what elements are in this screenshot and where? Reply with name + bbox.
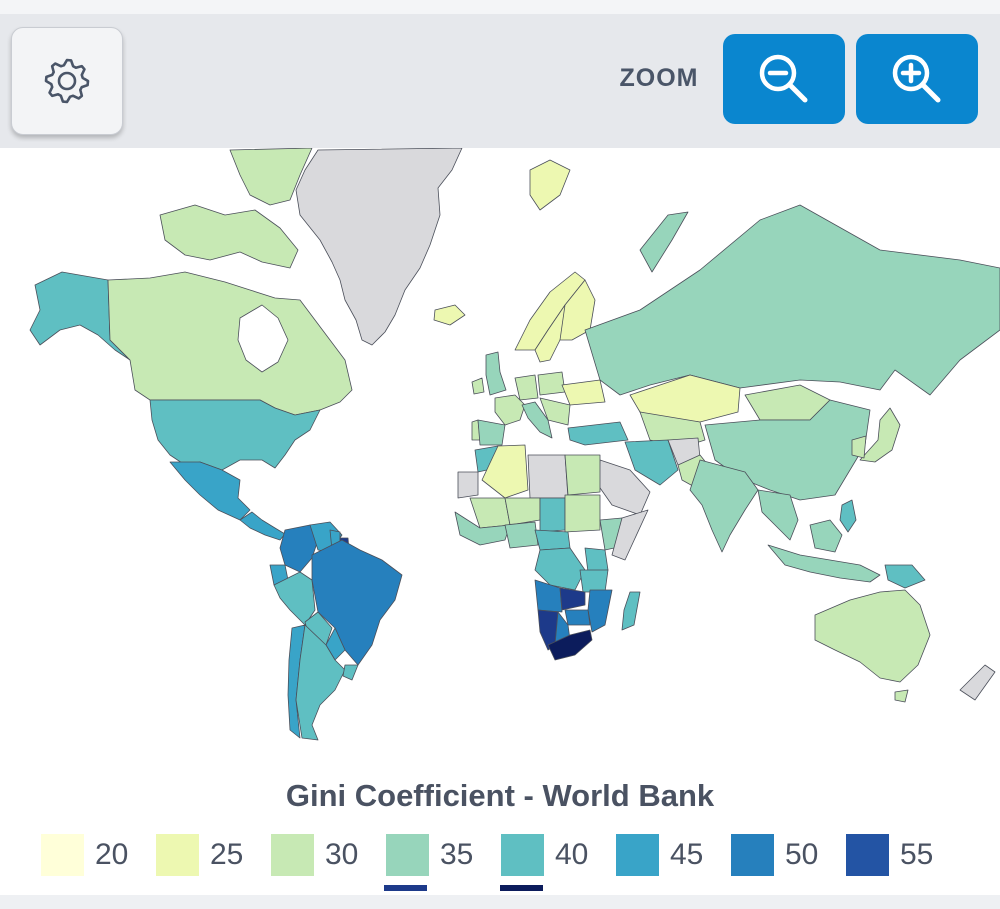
legend-item-55: 55 xyxy=(846,832,956,878)
country-borneo[interactable] xyxy=(809,519,843,553)
legend-item-35: 35 xyxy=(386,832,496,878)
country-india[interactable] xyxy=(689,459,759,553)
country-angola[interactable] xyxy=(534,579,563,613)
zoom-out-button[interactable] xyxy=(723,34,845,124)
country-balkans[interactable] xyxy=(539,397,571,426)
lake-hudson-bay xyxy=(237,304,289,373)
legend-item-20: 20 xyxy=(41,832,151,878)
legend-swatch xyxy=(271,834,314,876)
gear-icon xyxy=(44,58,90,104)
country-peru[interactable] xyxy=(273,571,316,626)
zoom-label: ZOOM xyxy=(619,64,699,92)
country-iceland[interactable] xyxy=(433,304,466,326)
country-tasmania[interactable] xyxy=(894,689,909,703)
legend-label: 50 xyxy=(785,838,819,871)
country-algeria[interactable] xyxy=(481,444,529,499)
country-egypt[interactable] xyxy=(564,454,601,496)
country-madagascar[interactable] xyxy=(621,591,641,631)
country-central-america[interactable] xyxy=(239,511,286,541)
map-toolbar: ZOOM xyxy=(0,14,1000,148)
country-svalbard[interactable] xyxy=(529,159,571,211)
legend-item-30: 30 xyxy=(271,832,381,878)
country-zambia[interactable] xyxy=(559,587,586,611)
country-nigeria[interactable] xyxy=(504,521,539,549)
legend-swatch xyxy=(41,834,84,876)
country-ireland[interactable] xyxy=(471,377,485,395)
legend-label: 30 xyxy=(325,838,359,871)
legend-label: 55 xyxy=(900,838,934,871)
country-argentina[interactable] xyxy=(295,624,346,741)
legend-item-40: 40 xyxy=(501,832,611,878)
map-title: Gini Coefficient - World Bank xyxy=(285,778,715,813)
legend-item-45: 45 xyxy=(616,832,726,878)
country-united-kingdom[interactable] xyxy=(485,351,507,396)
country-russia[interactable] xyxy=(584,204,1000,396)
country-south-africa[interactable] xyxy=(547,629,593,661)
country-kenya[interactable] xyxy=(584,547,609,573)
country-niger[interactable] xyxy=(504,497,541,526)
color-legend: 20 25 30 35 40 45 50 55 xyxy=(0,832,1000,882)
country-mozambique[interactable] xyxy=(587,589,613,633)
country-philippines[interactable] xyxy=(839,499,857,533)
country-korea[interactable] xyxy=(851,435,867,459)
country-spain[interactable] xyxy=(477,419,506,446)
legend-label: 45 xyxy=(670,838,704,871)
zoom-out-icon xyxy=(759,54,808,103)
country-mexico[interactable] xyxy=(169,461,251,521)
status-strip xyxy=(0,0,1000,14)
country-iran[interactable] xyxy=(624,439,679,486)
country-mali[interactable] xyxy=(469,497,511,529)
country-novaya-zemlya[interactable] xyxy=(639,211,689,273)
country-canada[interactable] xyxy=(107,271,353,416)
country-sudan[interactable] xyxy=(564,494,601,533)
country-arctic-islands[interactable] xyxy=(159,204,299,269)
legend-label: 25 xyxy=(210,838,244,871)
country-indonesia[interactable] xyxy=(767,544,881,583)
country-new-zealand[interactable] xyxy=(959,664,996,701)
country-libya[interactable] xyxy=(527,454,569,499)
legend-swatch xyxy=(846,834,889,876)
country-japan[interactable] xyxy=(859,407,901,463)
country-poland[interactable] xyxy=(537,371,566,396)
country-papua-new-guinea[interactable] xyxy=(884,564,926,589)
legend-label: 20 xyxy=(95,838,129,871)
legend-label: 40 xyxy=(555,838,589,871)
legend-swatch xyxy=(386,834,429,876)
country-chad[interactable] xyxy=(539,497,566,533)
country-central-africa[interactable] xyxy=(534,529,571,551)
country-western-sahara[interactable] xyxy=(457,471,479,499)
country-uruguay[interactable] xyxy=(342,664,359,681)
country-canada-north[interactable] xyxy=(229,148,313,206)
world-choropleth-map[interactable] xyxy=(0,148,1000,748)
country-tanzania[interactable] xyxy=(579,569,609,593)
country-west-africa[interactable] xyxy=(454,511,511,546)
country-france[interactable] xyxy=(494,394,526,426)
zoom-in-icon xyxy=(892,54,941,103)
legend-swatch-extra-1 xyxy=(384,885,427,891)
country-zimbabwe[interactable] xyxy=(564,609,591,626)
country-germany[interactable] xyxy=(514,374,539,401)
country-australia[interactable] xyxy=(814,589,931,683)
country-italy[interactable] xyxy=(521,401,553,439)
country-greenland[interactable] xyxy=(295,148,463,346)
legend-swatch-extra-2 xyxy=(500,885,543,891)
country-somalia[interactable] xyxy=(611,509,649,561)
country-southeast-asia[interactable] xyxy=(757,489,799,541)
legend-label: 35 xyxy=(440,838,474,871)
zoom-in-button[interactable] xyxy=(856,34,978,124)
country-turkey[interactable] xyxy=(567,421,629,446)
legend-swatch xyxy=(731,834,774,876)
country-ukraine[interactable] xyxy=(561,379,606,406)
settings-button[interactable] xyxy=(11,27,123,135)
legend-swatch xyxy=(616,834,659,876)
country-united-states[interactable] xyxy=(149,399,321,471)
legend-item-50: 50 xyxy=(731,832,841,878)
legend-swatch xyxy=(501,834,544,876)
bottom-strip xyxy=(0,895,1000,909)
legend-item-25: 25 xyxy=(156,832,266,878)
legend-swatch xyxy=(156,834,199,876)
